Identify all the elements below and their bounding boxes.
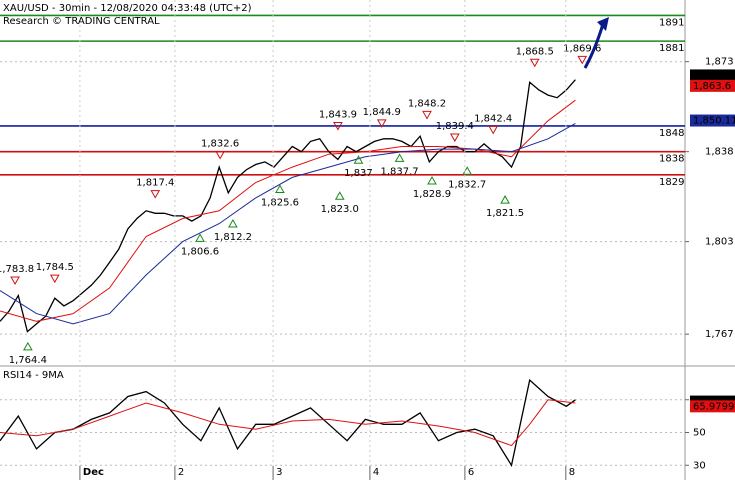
high-label: 1,843.9: [319, 109, 357, 120]
high-marker: [10, 276, 20, 285]
y-tick-label: 1,767: [705, 329, 734, 340]
low-marker: [275, 184, 285, 194]
x-tick-label: Dec: [83, 467, 104, 478]
x-tick-label: 4: [373, 467, 379, 478]
high-marker: [449, 133, 460, 143]
high-label: 1,869.6: [563, 43, 601, 54]
projection-arrow: [583, 23, 605, 69]
low-label: 1,837: [344, 168, 373, 179]
y-tick-label: 1,873: [705, 57, 734, 68]
chart-title: XAU/USD - 30min - 12/08/2020 04:33:48 (U…: [3, 3, 252, 14]
low-label: 1,828.9: [413, 189, 451, 200]
price-tag: [690, 400, 735, 413]
high-marker: [488, 125, 499, 135]
price-tag-label: 1,850.11: [693, 116, 735, 127]
y-tick-label: 1,838: [705, 147, 734, 158]
high-marker: [215, 151, 225, 160]
low-marker: [500, 195, 510, 204]
high-label: 1,784.5: [36, 262, 74, 273]
low-marker: [22, 341, 33, 351]
low-label: 1,821.5: [486, 208, 524, 219]
low-label: 1,837.7: [380, 166, 418, 177]
y-tick-label: 1,803: [705, 237, 734, 248]
level-label: 1891: [659, 17, 684, 28]
level-label: 1829: [659, 177, 684, 188]
low-label: 1,764.4: [9, 355, 47, 366]
price-tag-label: 1,863.6: [693, 81, 731, 92]
x-tick-label: 3: [276, 467, 282, 478]
x-tick-label: 6: [468, 467, 474, 478]
level-label: 1838: [659, 154, 684, 165]
price-tag: [690, 69, 735, 82]
arrow-head: [597, 17, 609, 31]
level-label: 1881: [659, 43, 684, 54]
price-tag-label: 65.9799: [693, 401, 734, 412]
y-tick-label: 50: [693, 428, 706, 439]
price-tag: [690, 79, 735, 92]
x-tick-label: 8: [569, 467, 575, 478]
high-marker: [333, 121, 343, 131]
series-line: [0, 378, 576, 468]
low-label: 1,832.7: [448, 179, 486, 190]
low-marker: [334, 191, 345, 200]
series-line: [0, 99, 576, 322]
low-label: 1,806.6: [181, 246, 219, 257]
series-line: [0, 399, 576, 447]
low-label: 1,812.2: [214, 232, 252, 243]
high-label: 1,868.5: [516, 46, 554, 57]
y-tick-label: 30: [693, 460, 706, 471]
rsi-title: RSI14 - 9MA: [3, 370, 64, 381]
low-marker: [195, 233, 205, 242]
low-marker: [353, 155, 364, 164]
high-label: 1,842.4: [474, 113, 512, 124]
series-line: [0, 79, 576, 333]
high-marker: [577, 55, 588, 65]
low-label: 1,825.6: [261, 198, 299, 209]
series-line: [0, 122, 576, 325]
high-marker: [376, 119, 387, 128]
low-marker: [427, 176, 437, 185]
high-label: 1,817.4: [136, 178, 174, 189]
high-marker: [49, 274, 60, 284]
price-tag-label: 1,867.65: [693, 70, 735, 81]
high-label: 1,832.6: [201, 139, 239, 150]
low-marker: [394, 153, 405, 162]
high-marker: [150, 190, 161, 199]
x-tick-label: 2: [178, 467, 184, 478]
high-marker: [422, 110, 432, 120]
high-label: 1,783.8: [0, 264, 34, 275]
low-marker: [228, 218, 238, 228]
low-label: 1,823.0: [321, 204, 359, 215]
level-label: 1848: [659, 128, 684, 139]
high-label: 1,844.9: [363, 107, 401, 118]
chart-subtitle: Research © TRADING CENTRAL: [3, 16, 160, 27]
high-label: 1,839.4: [436, 121, 474, 132]
high-label: 1,848.2: [408, 98, 446, 109]
price-tag: [690, 114, 735, 127]
high-marker: [529, 58, 540, 68]
